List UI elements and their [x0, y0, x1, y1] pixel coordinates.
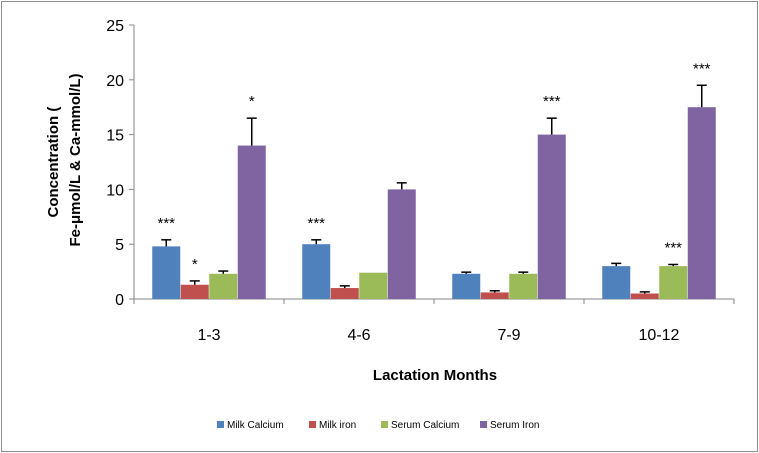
x-tick-label: 7-9 — [497, 327, 520, 344]
legend-swatch — [309, 421, 316, 428]
y-tick-label: 0 — [115, 292, 124, 309]
x-tick-label: 4-6 — [347, 327, 370, 344]
x-tick-labels: 1-3 4-6 7-9 10-12 — [197, 327, 679, 344]
legend-swatch — [381, 421, 388, 428]
y-axis-label: Concentration ( Fe-μmol/L & Ca-mmol/L) — [45, 73, 84, 246]
bar[interactable] — [452, 273, 481, 299]
y-tick-label: 10 — [106, 182, 124, 199]
bar[interactable] — [630, 293, 659, 299]
y-tick-label: 15 — [106, 128, 124, 145]
annotations-group: ***************** — [157, 60, 710, 273]
y-tick-label: 5 — [115, 237, 124, 254]
bar[interactable] — [359, 272, 388, 299]
significance-annotation: *** — [693, 60, 711, 77]
error-bars-group — [161, 84, 707, 294]
legend-swatch — [217, 421, 224, 428]
bar[interactable] — [302, 244, 331, 299]
x-tick-label: 1-3 — [197, 327, 220, 344]
bar[interactable] — [537, 134, 566, 299]
y-axis-label-line-2: Fe-μmol/L & Ca-mmol/L) — [67, 73, 84, 246]
legend-label: Milk iron — [319, 420, 356, 431]
legend-swatch — [480, 421, 487, 428]
y-tick-labels: 0 5 10 15 20 25 — [106, 18, 124, 309]
bar[interactable] — [180, 284, 209, 299]
bars-group — [152, 107, 716, 299]
significance-annotation: *** — [543, 93, 561, 110]
significance-annotation: * — [249, 93, 255, 110]
bar[interactable] — [480, 292, 509, 299]
significance-annotation: * — [192, 256, 198, 273]
y-tick-label: 25 — [106, 18, 124, 35]
axes — [129, 24, 735, 304]
bar[interactable] — [209, 273, 238, 299]
bar[interactable] — [687, 107, 716, 299]
legend-label: Serum Calcium — [391, 420, 459, 431]
significance-annotation: *** — [664, 239, 682, 256]
bar[interactable] — [602, 266, 631, 299]
bar[interactable] — [509, 273, 538, 299]
legend: Milk Calcium Milk iron Serum Calcium Serum … — [217, 420, 539, 431]
legend-label: Serum Iron — [490, 420, 539, 431]
bar[interactable] — [152, 246, 181, 299]
y-tick-label: 20 — [106, 73, 124, 90]
significance-annotation: *** — [157, 215, 175, 232]
bar[interactable] — [659, 266, 688, 299]
bar[interactable] — [387, 189, 416, 299]
x-axis-label: Lactation Months — [373, 367, 497, 384]
bar[interactable] — [330, 288, 359, 299]
significance-annotation: *** — [307, 215, 325, 232]
bar[interactable] — [237, 145, 266, 299]
legend-label: Milk Calcium — [227, 420, 284, 431]
y-axis-label-line-1: Concentration ( — [45, 107, 62, 218]
x-tick-label: 10-12 — [639, 327, 680, 344]
